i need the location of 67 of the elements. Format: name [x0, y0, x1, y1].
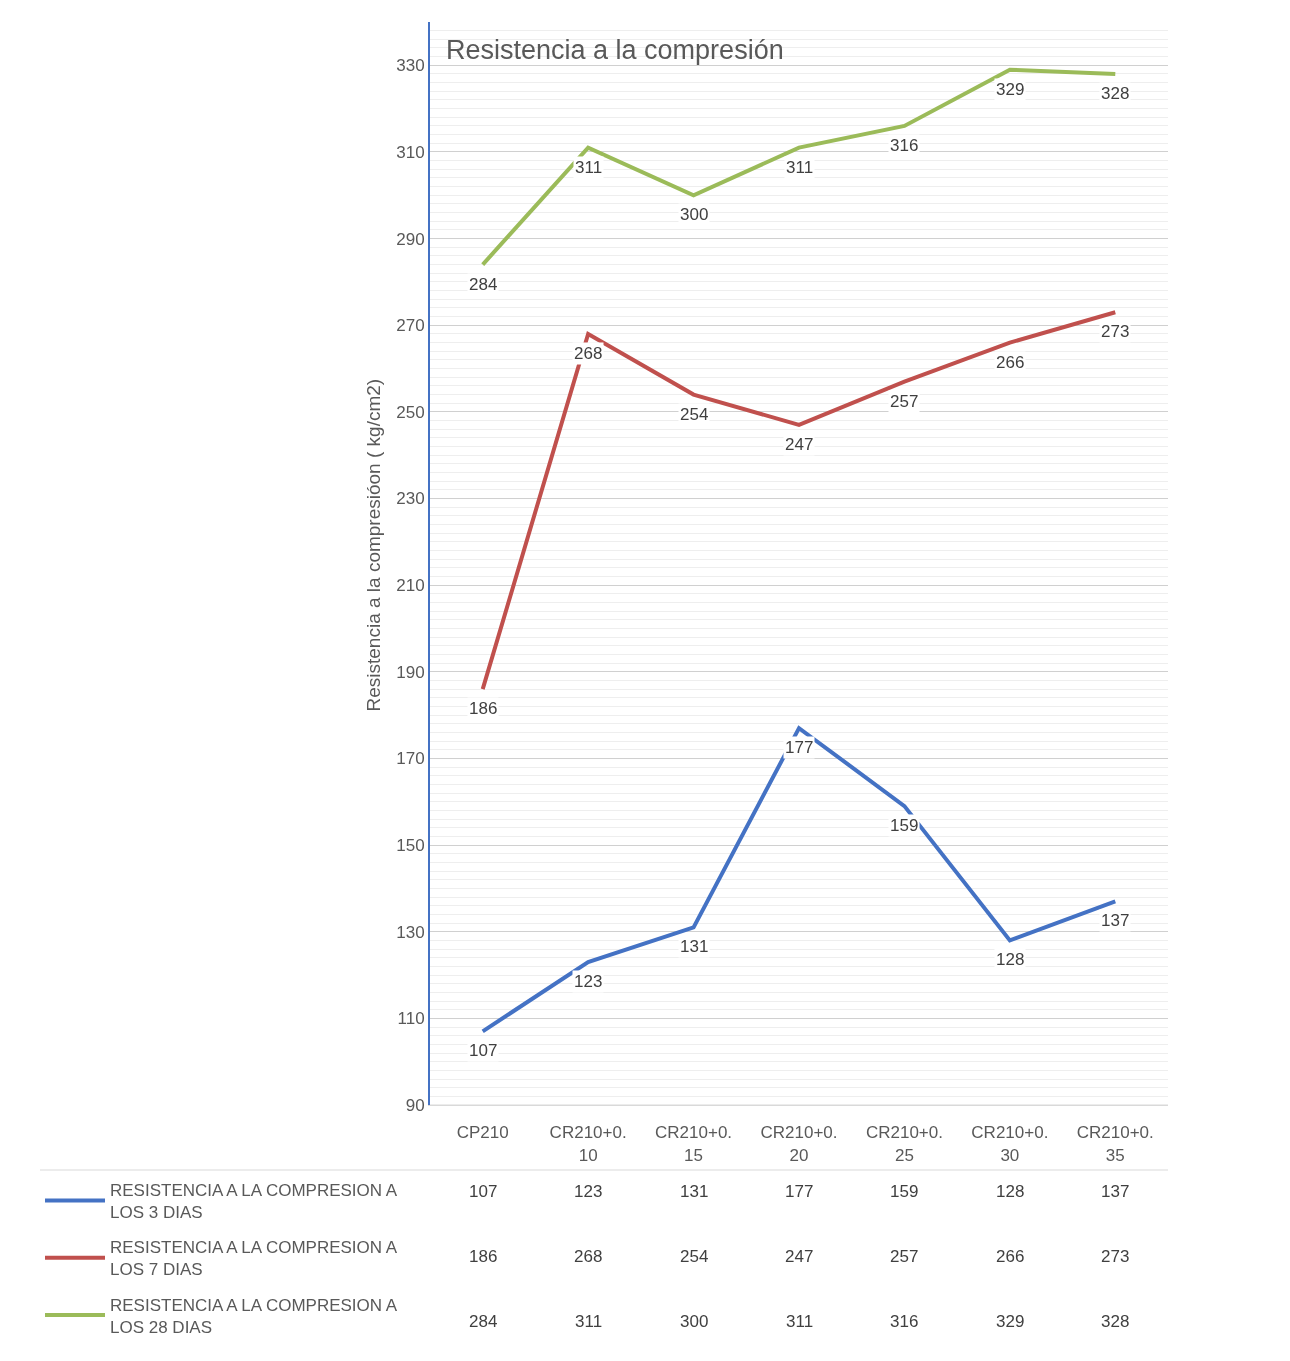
x-tick-label: CR210+0.25 [865, 1123, 943, 1165]
text: 257 [890, 392, 919, 411]
text: 177 [785, 738, 814, 757]
text: 328 [1101, 84, 1130, 103]
text: 284 [469, 275, 498, 294]
data-label: 186 [469, 1247, 498, 1266]
y-axis-title: Resistencia a la compresióon ( kg/cm2) [362, 378, 384, 712]
text: 266 [996, 353, 1025, 372]
y-tick-label: 190 [396, 662, 425, 682]
data-label: 311 [786, 1312, 814, 1331]
legend-label: RESISTENCIA A LA COMPRESION A LOS 3 DIAS [110, 1181, 398, 1223]
legend-label: RESISTENCIA A LA COMPRESION A LOS 28 DIAS [110, 1295, 398, 1337]
data-label: 300 [680, 1312, 709, 1331]
y-tick-label: 210 [396, 576, 425, 596]
data-label: 316 [890, 1312, 919, 1331]
y-tick-label: 270 [396, 316, 425, 336]
y-tick-label: 330 [396, 56, 425, 76]
data-label: 131 [680, 1182, 709, 1201]
data-label: 247 [785, 1247, 814, 1266]
data-label: 273 [1101, 1247, 1130, 1266]
y-tick-label: 170 [396, 749, 425, 769]
data-label: 107 [469, 1182, 498, 1201]
data-label: 329 [996, 1312, 1025, 1331]
y-tick-label: 150 [396, 836, 425, 856]
x-tick-label: CR210+0.15 [655, 1123, 733, 1165]
text: 311 [575, 158, 603, 177]
y-tick-label: 310 [396, 142, 425, 162]
data-label: 268 [574, 1247, 603, 1266]
text: 300 [680, 205, 709, 224]
data-label: 311 [575, 1312, 603, 1331]
text: 131 [680, 937, 709, 956]
y-tick-label: 130 [396, 922, 425, 942]
text: 254 [680, 405, 709, 424]
x-tick-label: CR210+0.30 [971, 1123, 1049, 1165]
text: 311 [786, 158, 814, 177]
text: 128 [996, 950, 1025, 969]
text: 123 [574, 972, 603, 991]
data-label: 257 [890, 1247, 919, 1266]
y-tick-label: 290 [396, 229, 425, 249]
y-tick-label: 110 [397, 1009, 425, 1029]
text: 159 [890, 816, 919, 835]
text: 273 [1101, 322, 1130, 341]
data-label: 254 [680, 1247, 709, 1266]
data-label: 128 [996, 1182, 1025, 1201]
x-tick-label: CR210+0.20 [760, 1123, 838, 1165]
data-label: 177 [785, 1182, 814, 1201]
text: 329 [996, 80, 1025, 99]
data-label: 159 [890, 1182, 919, 1201]
x-tick-label: CR210+0.10 [549, 1123, 627, 1165]
text: 247 [785, 435, 814, 454]
x-tick-label: CP210 [456, 1123, 509, 1143]
text: 186 [469, 699, 498, 718]
legend-label: RESISTENCIA A LA COMPRESION A LOS 7 DIAS [110, 1238, 398, 1280]
text: Resistencia a la compresión [446, 35, 784, 66]
y-tick-label: 250 [396, 402, 425, 422]
text: 107 [469, 1041, 498, 1060]
text: 268 [574, 344, 603, 363]
x-tick-label: CR210+0.35 [1076, 1123, 1154, 1165]
data-label: 328 [1101, 1312, 1130, 1331]
text: 137 [1101, 911, 1130, 930]
data-label: 284 [469, 1312, 498, 1331]
data-label: 266 [996, 1247, 1025, 1266]
data-label: 123 [574, 1182, 603, 1201]
text: 316 [890, 136, 919, 155]
y-tick-label: 230 [396, 489, 425, 509]
data-label: 137 [1101, 1182, 1130, 1201]
y-tick-label: 90 [405, 1095, 425, 1115]
